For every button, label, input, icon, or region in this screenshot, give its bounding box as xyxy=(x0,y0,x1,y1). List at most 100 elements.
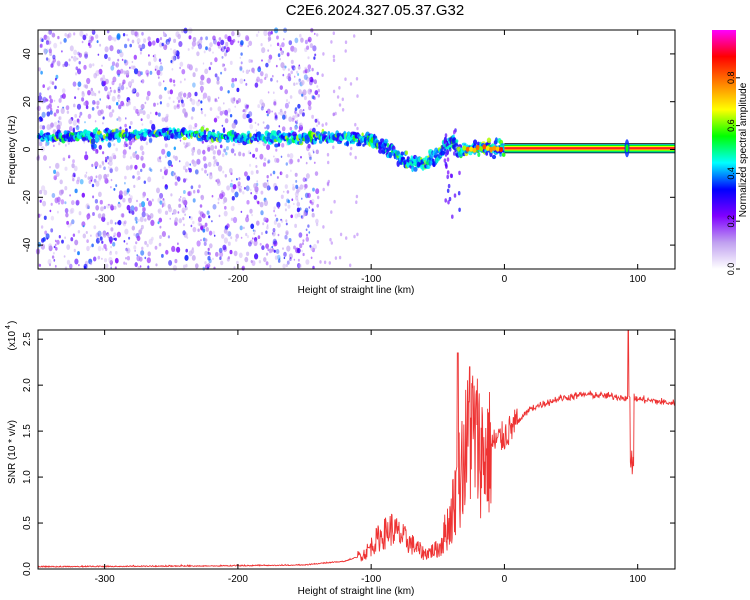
noise-speckle xyxy=(332,31,335,35)
noise-speckle xyxy=(223,197,228,203)
noise-speckle xyxy=(53,42,58,49)
noise-speckle xyxy=(177,99,181,103)
noise-speckle xyxy=(38,263,42,267)
noise-speckle xyxy=(293,202,295,206)
noise-speckle xyxy=(265,62,269,68)
noise-speckle xyxy=(61,50,63,53)
noise-speckle xyxy=(246,251,250,256)
noise-speckle xyxy=(209,42,213,48)
noise-speckle xyxy=(216,76,220,81)
noise-speckle xyxy=(189,216,191,219)
noise-speckle xyxy=(81,97,85,102)
noise-speckle xyxy=(48,86,51,90)
noise-speckle xyxy=(134,216,138,222)
noise-speckle xyxy=(265,261,269,266)
tone-lead-point xyxy=(465,146,470,152)
noise-speckle xyxy=(294,110,297,114)
noise-speckle xyxy=(173,146,176,151)
noise-speckle xyxy=(45,98,48,102)
noise-speckle xyxy=(154,68,157,71)
noise-speckle xyxy=(293,82,296,86)
noise-speckle xyxy=(290,169,292,173)
noise-speckle xyxy=(54,243,57,247)
noise-speckle xyxy=(270,77,273,82)
noise-speckle xyxy=(135,108,139,114)
noise-speckle xyxy=(216,99,218,103)
noise-speckle xyxy=(265,230,268,234)
noise-speckle xyxy=(112,242,116,247)
noise-speckle xyxy=(73,248,76,253)
noise-speckle xyxy=(274,157,278,163)
noise-speckle xyxy=(57,120,60,123)
ridge-blob xyxy=(231,129,235,136)
noise-speckle xyxy=(241,266,245,271)
ridge-blob xyxy=(413,166,418,172)
noise-speckle xyxy=(187,48,190,51)
noise-speckle xyxy=(223,67,227,72)
noise-speckle xyxy=(321,123,324,127)
spectrogram-steady-tone xyxy=(462,139,675,158)
noise-speckle xyxy=(126,255,130,261)
noise-speckle xyxy=(253,232,256,235)
noise-speckle xyxy=(66,259,71,265)
noise-speckle xyxy=(130,205,135,212)
noise-speckle xyxy=(47,31,50,35)
noise-speckle xyxy=(180,99,184,104)
noise-speckle xyxy=(214,145,217,149)
noise-speckle xyxy=(248,69,251,72)
noise-speckle xyxy=(127,81,133,88)
snr-plot-area xyxy=(38,330,675,569)
noise-speckle xyxy=(213,163,216,167)
noise-speckle xyxy=(55,109,60,114)
noise-speckle xyxy=(260,210,264,216)
noise-speckle xyxy=(156,187,160,194)
noise-speckle xyxy=(67,32,72,38)
noise-speckle xyxy=(269,187,271,190)
ridge-blob xyxy=(454,143,459,147)
noise-speckle xyxy=(295,195,299,201)
noise-speckle xyxy=(170,193,173,197)
noise-speckle xyxy=(90,36,94,41)
noise-speckle xyxy=(272,238,277,245)
noise-speckle xyxy=(327,160,330,165)
snr-scale-prefix: (x10 xyxy=(7,331,18,351)
noise-speckle xyxy=(123,190,128,196)
noise-speckle xyxy=(297,212,301,218)
noise-speckle xyxy=(175,31,180,38)
noise-speckle xyxy=(141,79,145,84)
noise-speckle xyxy=(214,73,218,78)
noise-speckle xyxy=(40,146,45,152)
noise-speckle xyxy=(214,98,217,102)
noise-speckle xyxy=(271,249,275,253)
noise-speckle xyxy=(87,176,91,181)
noise-speckle xyxy=(231,179,233,182)
noise-speckle xyxy=(105,247,108,252)
noise-speckle xyxy=(224,118,229,124)
noise-speckle xyxy=(255,33,259,37)
noise-speckle xyxy=(121,58,124,62)
tone-lead-point xyxy=(485,145,490,151)
noise-speckle xyxy=(159,235,162,239)
noise-speckle xyxy=(271,248,274,252)
noise-speckle xyxy=(213,234,216,237)
noise-speckle xyxy=(277,233,280,237)
noise-speckle xyxy=(317,195,320,200)
noise-speckle xyxy=(332,54,336,59)
noise-speckle xyxy=(71,200,75,206)
noise-speckle xyxy=(245,36,250,42)
noise-speckle xyxy=(353,234,356,239)
noise-speckle xyxy=(41,38,44,42)
noise-speckle xyxy=(218,37,222,41)
x-tick-label: -300 xyxy=(95,574,115,585)
noise-speckle xyxy=(309,156,312,161)
noise-speckle xyxy=(297,73,300,76)
ridge-streak xyxy=(451,214,454,219)
noise-speckle xyxy=(134,249,136,252)
noise-speckle xyxy=(148,54,150,57)
noise-speckle xyxy=(113,188,116,191)
noise-speckle xyxy=(97,245,102,252)
noise-speckle xyxy=(270,173,272,177)
noise-speckle xyxy=(118,201,120,204)
noise-speckle xyxy=(270,44,272,47)
noise-speckle xyxy=(277,205,280,208)
